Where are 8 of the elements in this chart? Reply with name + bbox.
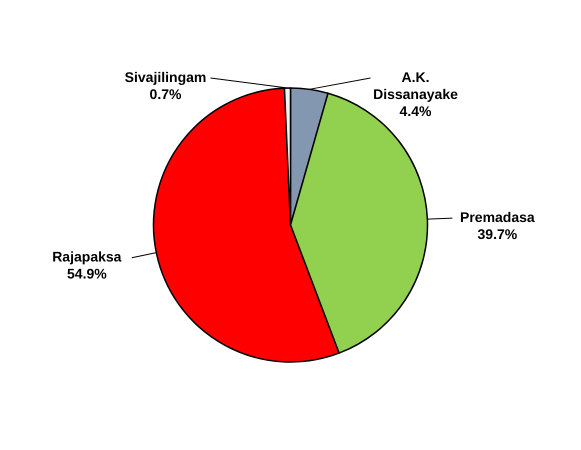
slice-label: Premadasa bbox=[460, 209, 535, 226]
data-label: 54.9% bbox=[66, 266, 108, 282]
data-label: 0.7% bbox=[150, 86, 182, 102]
slice-label: Rajapaksa bbox=[52, 248, 122, 265]
slice-label: A.K. Dissanayake bbox=[373, 69, 458, 102]
slice-label: Sivajilingam bbox=[124, 69, 206, 85]
data-label: 4.4% bbox=[400, 103, 432, 119]
data-label: 39.7% bbox=[478, 226, 518, 242]
